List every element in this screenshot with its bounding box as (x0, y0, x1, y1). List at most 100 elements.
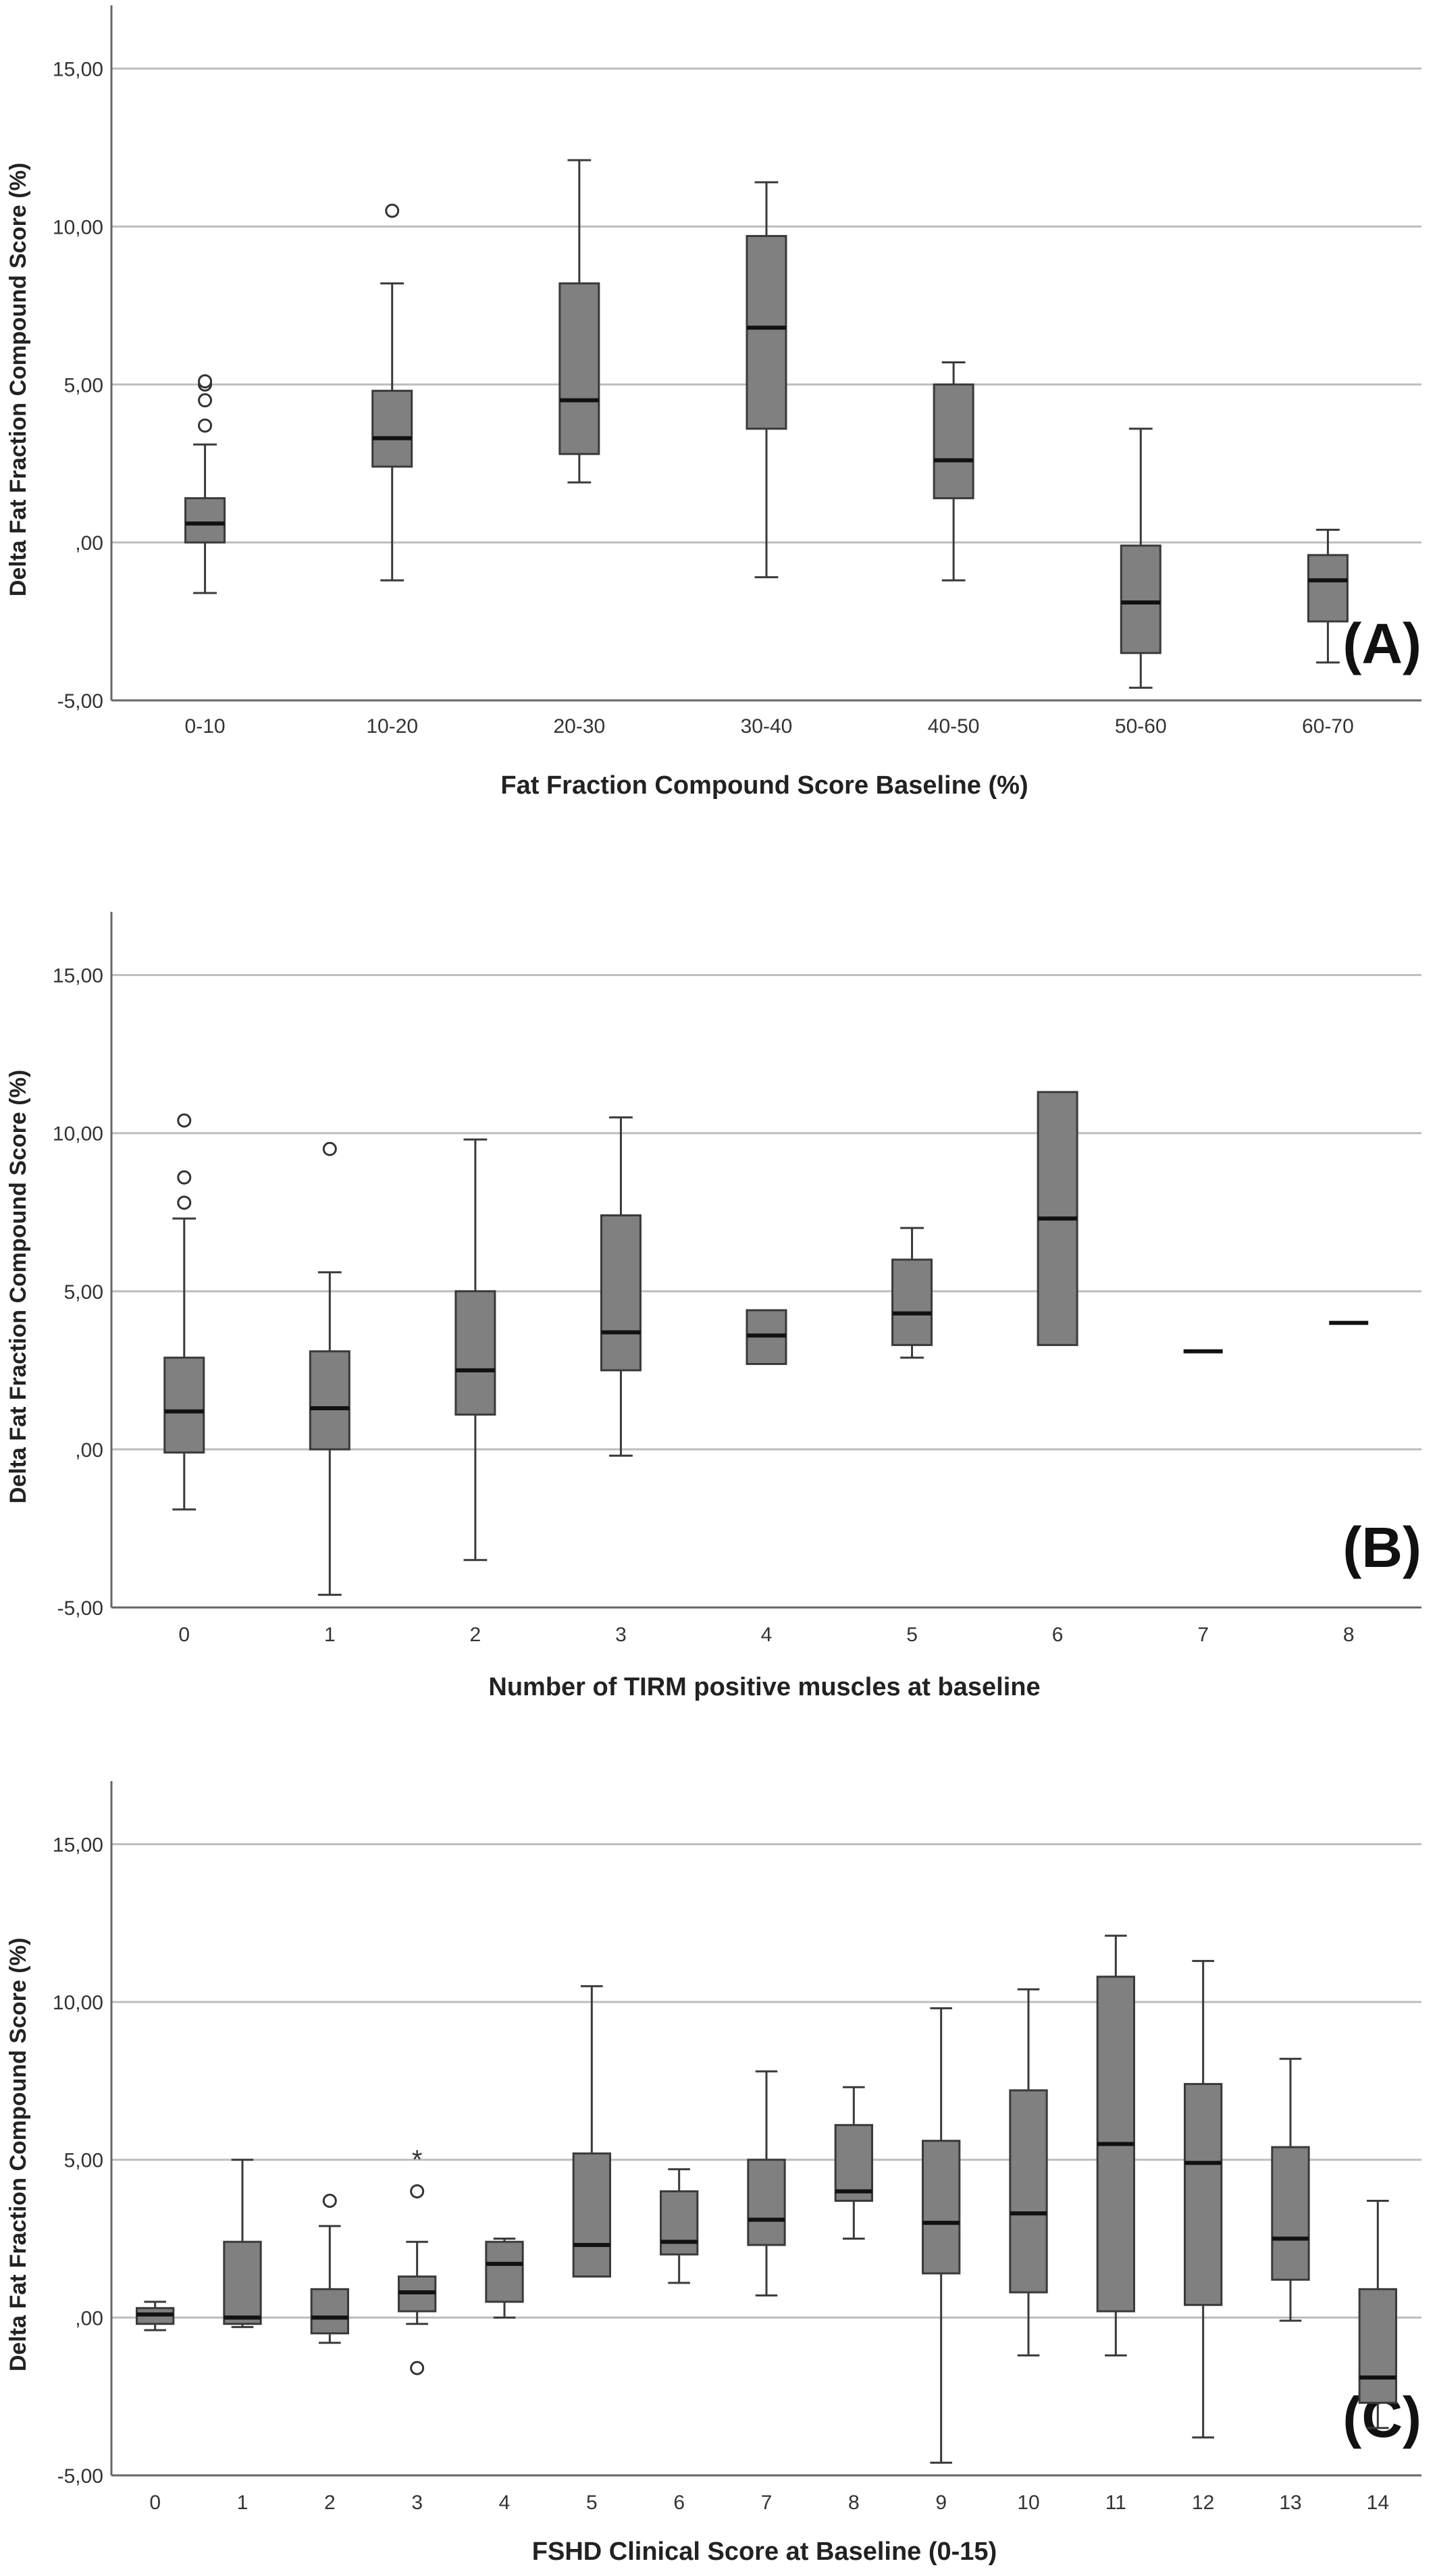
y-tick-label: ,00 (75, 1439, 103, 1462)
y-tick-label: 10,00 (53, 216, 103, 238)
x-tick-label: 4 (761, 1624, 773, 1646)
panel-b-label: (B) (1342, 1516, 1421, 1579)
panel-c-x-axis-label: FSHD Clinical Score at Baseline (0-15) (532, 2538, 997, 2566)
x-tick-label: 2 (324, 2492, 336, 2514)
x-tick-label: 2 (470, 1624, 481, 1646)
x-tick-label: 12 (1192, 2492, 1214, 2514)
outlier-point (410, 2361, 425, 2375)
panel-c: Delta Fat Fraction Compound Score (%) FS… (5, 1781, 1421, 2566)
box (223, 2240, 262, 2325)
box (310, 2288, 349, 2335)
x-tick-label: 20-30 (553, 715, 605, 738)
x-tick-label: 7 (761, 2492, 773, 2514)
box-group (485, 2238, 524, 2319)
panel-a-label: (A) (1342, 612, 1421, 675)
panel-a-y-axis-label: Delta Fat Fraction Compound Score (%) (5, 163, 31, 596)
x-tick-label: 10-20 (366, 715, 418, 738)
panel-b-y-axis-label: Delta Fat Fraction Compound Score (%) (5, 1070, 31, 1503)
outlier-point (322, 1141, 337, 1156)
box-group (1307, 528, 1349, 664)
y-tick-label: ,00 (75, 2307, 103, 2329)
box-group (834, 2086, 873, 2240)
box (1120, 544, 1161, 654)
y-tick-label: 10,00 (53, 1123, 103, 1145)
panel-a-x-axis-label: Fat Fraction Compound Score Baseline (%) (500, 771, 1028, 800)
box (1307, 554, 1349, 623)
box-group (309, 1141, 350, 1596)
x-tick-label: 40-50 (928, 715, 980, 738)
box (163, 1356, 205, 1454)
box-group (660, 2168, 699, 2284)
y-tick-label: 15,00 (53, 1834, 103, 1856)
x-tick-label: 9 (935, 2492, 947, 2514)
box (660, 2190, 699, 2256)
box (454, 1290, 496, 1416)
x-tick-label: 0 (178, 1624, 190, 1646)
outlier-point (198, 418, 213, 433)
box-group (1271, 2057, 1310, 2322)
box-group (1009, 1988, 1048, 2356)
x-tick-label: 8 (848, 2492, 860, 2514)
x-tick-label: 3 (411, 2492, 423, 2514)
box-group (922, 2007, 961, 2464)
box (1009, 2089, 1048, 2294)
x-tick-label: 1 (324, 1624, 336, 1646)
box-group (1358, 2199, 1397, 2429)
box-group (891, 1227, 933, 1359)
box-group (136, 2300, 175, 2332)
extreme-point: * (412, 2145, 423, 2175)
box-group (600, 1116, 642, 1457)
box-group (558, 159, 600, 484)
panel-b-plot-area: -5,00 ,00 5,00 10,00 15,00 0 1 2 3 4 5 6 7 8 (53, 912, 1421, 1646)
box (922, 2140, 961, 2275)
outlier-point (322, 2193, 337, 2208)
y-tick-label: ,00 (75, 532, 103, 555)
x-tick-label: 3 (615, 1624, 627, 1646)
x-tick-label: 60-70 (1302, 715, 1354, 738)
x-tick-label: 30-40 (741, 715, 793, 738)
box-group (746, 181, 787, 579)
y-tick-label: 10,00 (53, 1992, 103, 2014)
y-tick-label: 5,00 (64, 374, 103, 396)
box-group (747, 2070, 786, 2297)
box-group (163, 1113, 205, 1511)
box-group (310, 2193, 349, 2344)
box (309, 1350, 350, 1451)
x-tick-label: 10 (1017, 2492, 1039, 2514)
box (485, 2240, 524, 2303)
panel-a-plot-area: -5,00 ,00 5,00 10,00 15,00 0-10 10-20 20-30 30-4… (53, 5, 1421, 738)
box-group (223, 2159, 262, 2328)
x-tick-label: 6 (1052, 1624, 1064, 1646)
x-tick-label: 0-10 (185, 715, 226, 738)
box (933, 383, 974, 500)
box-group (1037, 1091, 1078, 1346)
box-group (1120, 428, 1161, 689)
box-group (454, 1138, 496, 1562)
panel-a: Delta Fat Fraction Compound Score (%) Fa… (5, 5, 1421, 800)
x-tick-label: 7 (1197, 1624, 1209, 1646)
box (600, 1214, 642, 1372)
y-tick-label: 15,00 (53, 59, 103, 81)
y-tick-label: 5,00 (64, 2150, 103, 2172)
box (184, 497, 226, 544)
x-tick-label: 14 (1367, 2492, 1389, 2514)
box-group: * (398, 2145, 437, 2375)
outlier-point (177, 1113, 192, 1128)
y-tick-label: -5,00 (57, 2465, 103, 2488)
y-tick-label: 15,00 (53, 965, 103, 987)
outlier-point (410, 2184, 425, 2198)
outlier-point (177, 1170, 192, 1185)
outlier-point (198, 374, 213, 389)
box (747, 2159, 786, 2246)
panel-c-y-axis-label: Delta Fat Fraction Compound Score (%) (5, 1938, 31, 2371)
x-tick-label: 1 (237, 2492, 249, 2514)
box (558, 282, 600, 455)
outlier-point (177, 1195, 192, 1210)
box (891, 1258, 933, 1346)
y-tick-label: 5,00 (64, 1281, 103, 1304)
x-tick-label: 0 (149, 2492, 161, 2514)
x-tick-label: 6 (673, 2492, 685, 2514)
x-tick-label: 5 (906, 1624, 918, 1646)
outlier-point (385, 203, 400, 218)
x-tick-label: 11 (1105, 2492, 1126, 2514)
